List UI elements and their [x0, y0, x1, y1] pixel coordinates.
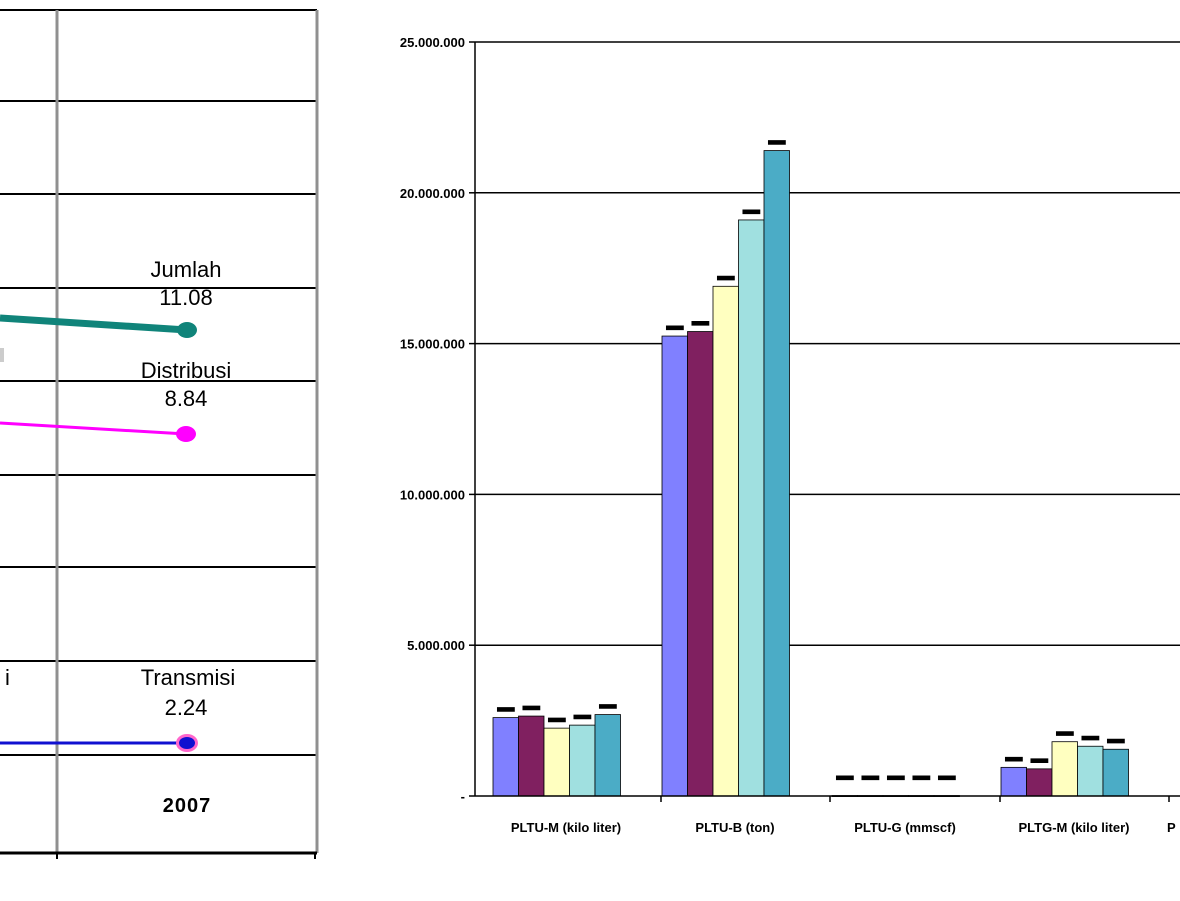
- bar-data-label: ▌: [937, 771, 956, 781]
- bar-data-label: ▌: [1055, 727, 1074, 737]
- bar-data-label: ▌: [886, 771, 905, 781]
- y-tick-label: 5.000.000: [407, 638, 465, 653]
- category-label: PLTU-B (ton): [695, 820, 774, 835]
- bar-data-label: ▌: [835, 771, 854, 781]
- bar-data-label: ▌: [496, 703, 515, 713]
- series-value-transmisi: 2.24: [165, 695, 208, 720]
- bar-data-label: ▌: [521, 701, 540, 711]
- series-name-transmisi: Transmisi: [141, 665, 236, 690]
- bar-1-4: [763, 150, 790, 797]
- series-point-distribusi: [176, 426, 196, 442]
- x-axis-label-year: 2007: [163, 795, 212, 817]
- series-point-jumlah: [177, 322, 197, 338]
- bar-data-label: ▌: [598, 700, 617, 710]
- bar-3-4: [1102, 748, 1129, 797]
- line-chart-gridlines: [0, 9, 317, 756]
- bar-data-label: ▌: [767, 136, 786, 146]
- bar-chart-data-labels: ▌ ▌ ▌ ▌ ▌ ▌ ▌ ▌ ▌ ▌ ▌ ▌ ▌ ▌ ▌ ▌ ▌ ▌ ▌ ▌: [496, 136, 1125, 781]
- bar-3-3: [1077, 745, 1104, 797]
- bar-data-label: ▌: [547, 713, 566, 723]
- bar-data-label: ▌: [911, 771, 930, 781]
- y-tick-label: 15.000.000: [400, 337, 465, 352]
- bar-data-label: ▌: [860, 771, 879, 781]
- bar-data-label: ▌: [1106, 734, 1125, 744]
- bar-chart-categories: PLTU-M (kilo liter) PLTU-B (ton) PLTU-G (m…: [511, 796, 1176, 835]
- bar-data-label: ▌: [1004, 752, 1023, 762]
- bar-data-label: ▌: [690, 317, 709, 327]
- bar-3-2: [1051, 741, 1078, 797]
- category-label: PLTG-M (kilo liter): [1019, 820, 1130, 835]
- bar-1-2: [712, 285, 739, 797]
- bar-data-label: ▌: [716, 271, 735, 281]
- bar-chart-gridlines: [475, 41, 1180, 646]
- bar-0-1: [518, 715, 545, 797]
- bar-chart-bars: [492, 150, 1129, 797]
- series-line-distribusi: [0, 421, 187, 436]
- category-label: PLTU-G (mmscf): [854, 820, 956, 835]
- bar-1-1: [687, 331, 714, 797]
- bar-data-label: ▌: [1029, 754, 1048, 764]
- y-tick-label: 10.000.000: [400, 487, 465, 502]
- series-line-jumlah: [0, 314, 188, 334]
- bar-data-label: ▌: [1080, 731, 1099, 741]
- bar-1-0: [661, 335, 688, 797]
- bar-3-1: [1026, 768, 1053, 797]
- y-tick-label: 25.000.000: [400, 35, 465, 50]
- bar-1-3: [738, 219, 765, 797]
- bar-0-3: [569, 724, 596, 797]
- bar-0-2: [543, 727, 570, 797]
- category-label: PLTU-M (kilo liter): [511, 820, 621, 835]
- bar-3-0: [1000, 766, 1027, 797]
- series-point-transmisi: [179, 737, 195, 749]
- series-name-jumlah: Jumlah: [151, 257, 222, 282]
- partial-marker: [0, 348, 4, 362]
- bar-data-label: ▌: [665, 321, 684, 331]
- bar-data-label: ▌: [572, 710, 591, 720]
- bar-0-4: [594, 714, 621, 797]
- y-tick-label: -: [461, 789, 465, 804]
- partial-label: i: [5, 665, 10, 690]
- bar-chart-y-ticks: 25.000.000 20.000.000 15.000.000 10.000.000…: [400, 35, 475, 804]
- series-value-distribusi: 8.84: [165, 386, 208, 411]
- category-label: P: [1167, 820, 1176, 835]
- bar-0-0: [492, 717, 519, 797]
- series-name-distribusi: Distribusi: [141, 358, 231, 383]
- bar-data-label: ▌: [741, 205, 760, 215]
- line-chart: Jumlah 11.08 Distribusi 8.84 Transmisi 2…: [0, 9, 319, 859]
- series-value-jumlah: 11.08: [159, 285, 212, 310]
- bar-chart: 25.000.000 20.000.000 15.000.000 10.000.000…: [400, 35, 1180, 835]
- y-tick-label: 20.000.000: [400, 186, 465, 201]
